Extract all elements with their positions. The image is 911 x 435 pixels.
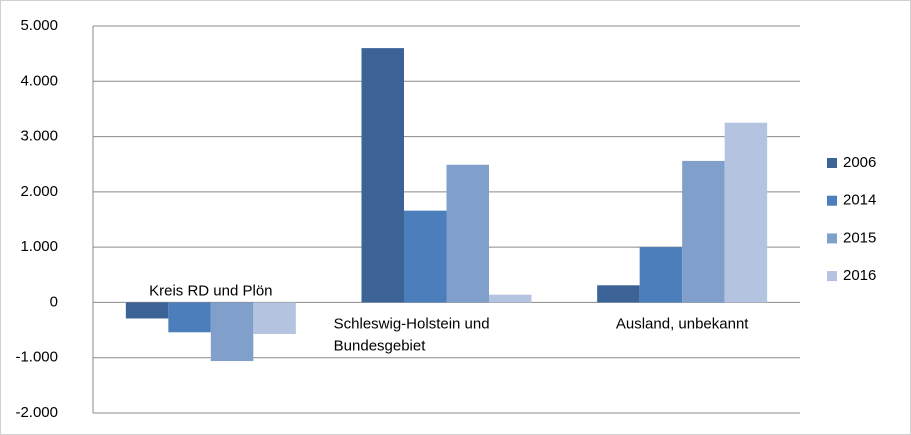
y-tick-label: 2.000 xyxy=(20,183,58,200)
y-tick-label: 1.000 xyxy=(20,238,58,255)
bar xyxy=(597,285,640,303)
y-tick-label: 5.000 xyxy=(20,17,58,34)
bar xyxy=(446,164,489,303)
x-tick-label: Ausland, unbekannt xyxy=(616,315,749,332)
x-tick-label: Kreis RD und Plön xyxy=(149,282,272,299)
bar xyxy=(125,302,169,319)
bar xyxy=(210,302,254,362)
legend-label: 2015 xyxy=(843,229,876,246)
bar xyxy=(724,122,768,303)
bar xyxy=(682,160,725,303)
legend-label: 2014 xyxy=(843,192,876,209)
y-tick-label: 4.000 xyxy=(20,72,58,89)
bar xyxy=(404,210,447,303)
legend-swatch xyxy=(827,158,837,168)
y-tick-label: -1.000 xyxy=(15,349,58,366)
y-tick-label: 3.000 xyxy=(20,128,58,145)
bar xyxy=(361,48,404,303)
x-tick-label: Schleswig-Holstein und Bundesgebiet xyxy=(334,315,490,354)
legend-label: 2016 xyxy=(843,267,876,284)
bar xyxy=(639,247,683,303)
bar xyxy=(489,294,532,303)
y-tick-label: -2.000 xyxy=(15,404,58,421)
legend-swatch xyxy=(827,233,837,244)
legend-label: 2006 xyxy=(843,154,876,171)
bar xyxy=(253,302,296,334)
bar xyxy=(168,302,211,333)
legend-swatch xyxy=(827,271,837,282)
y-tick-label: 0 xyxy=(50,293,58,310)
legend-swatch xyxy=(827,195,837,206)
